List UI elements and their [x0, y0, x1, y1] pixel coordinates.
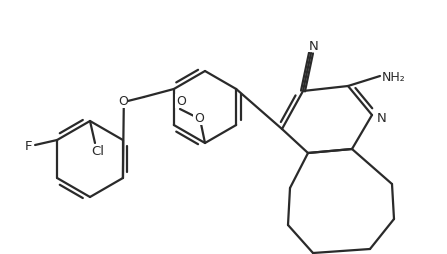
- Text: N: N: [377, 112, 387, 125]
- Text: O: O: [176, 95, 186, 108]
- Text: Cl: Cl: [92, 145, 105, 158]
- Text: O: O: [118, 95, 128, 108]
- Text: NH₂: NH₂: [382, 71, 406, 84]
- Text: N: N: [309, 39, 319, 52]
- Text: F: F: [24, 140, 32, 153]
- Text: O: O: [194, 112, 204, 125]
